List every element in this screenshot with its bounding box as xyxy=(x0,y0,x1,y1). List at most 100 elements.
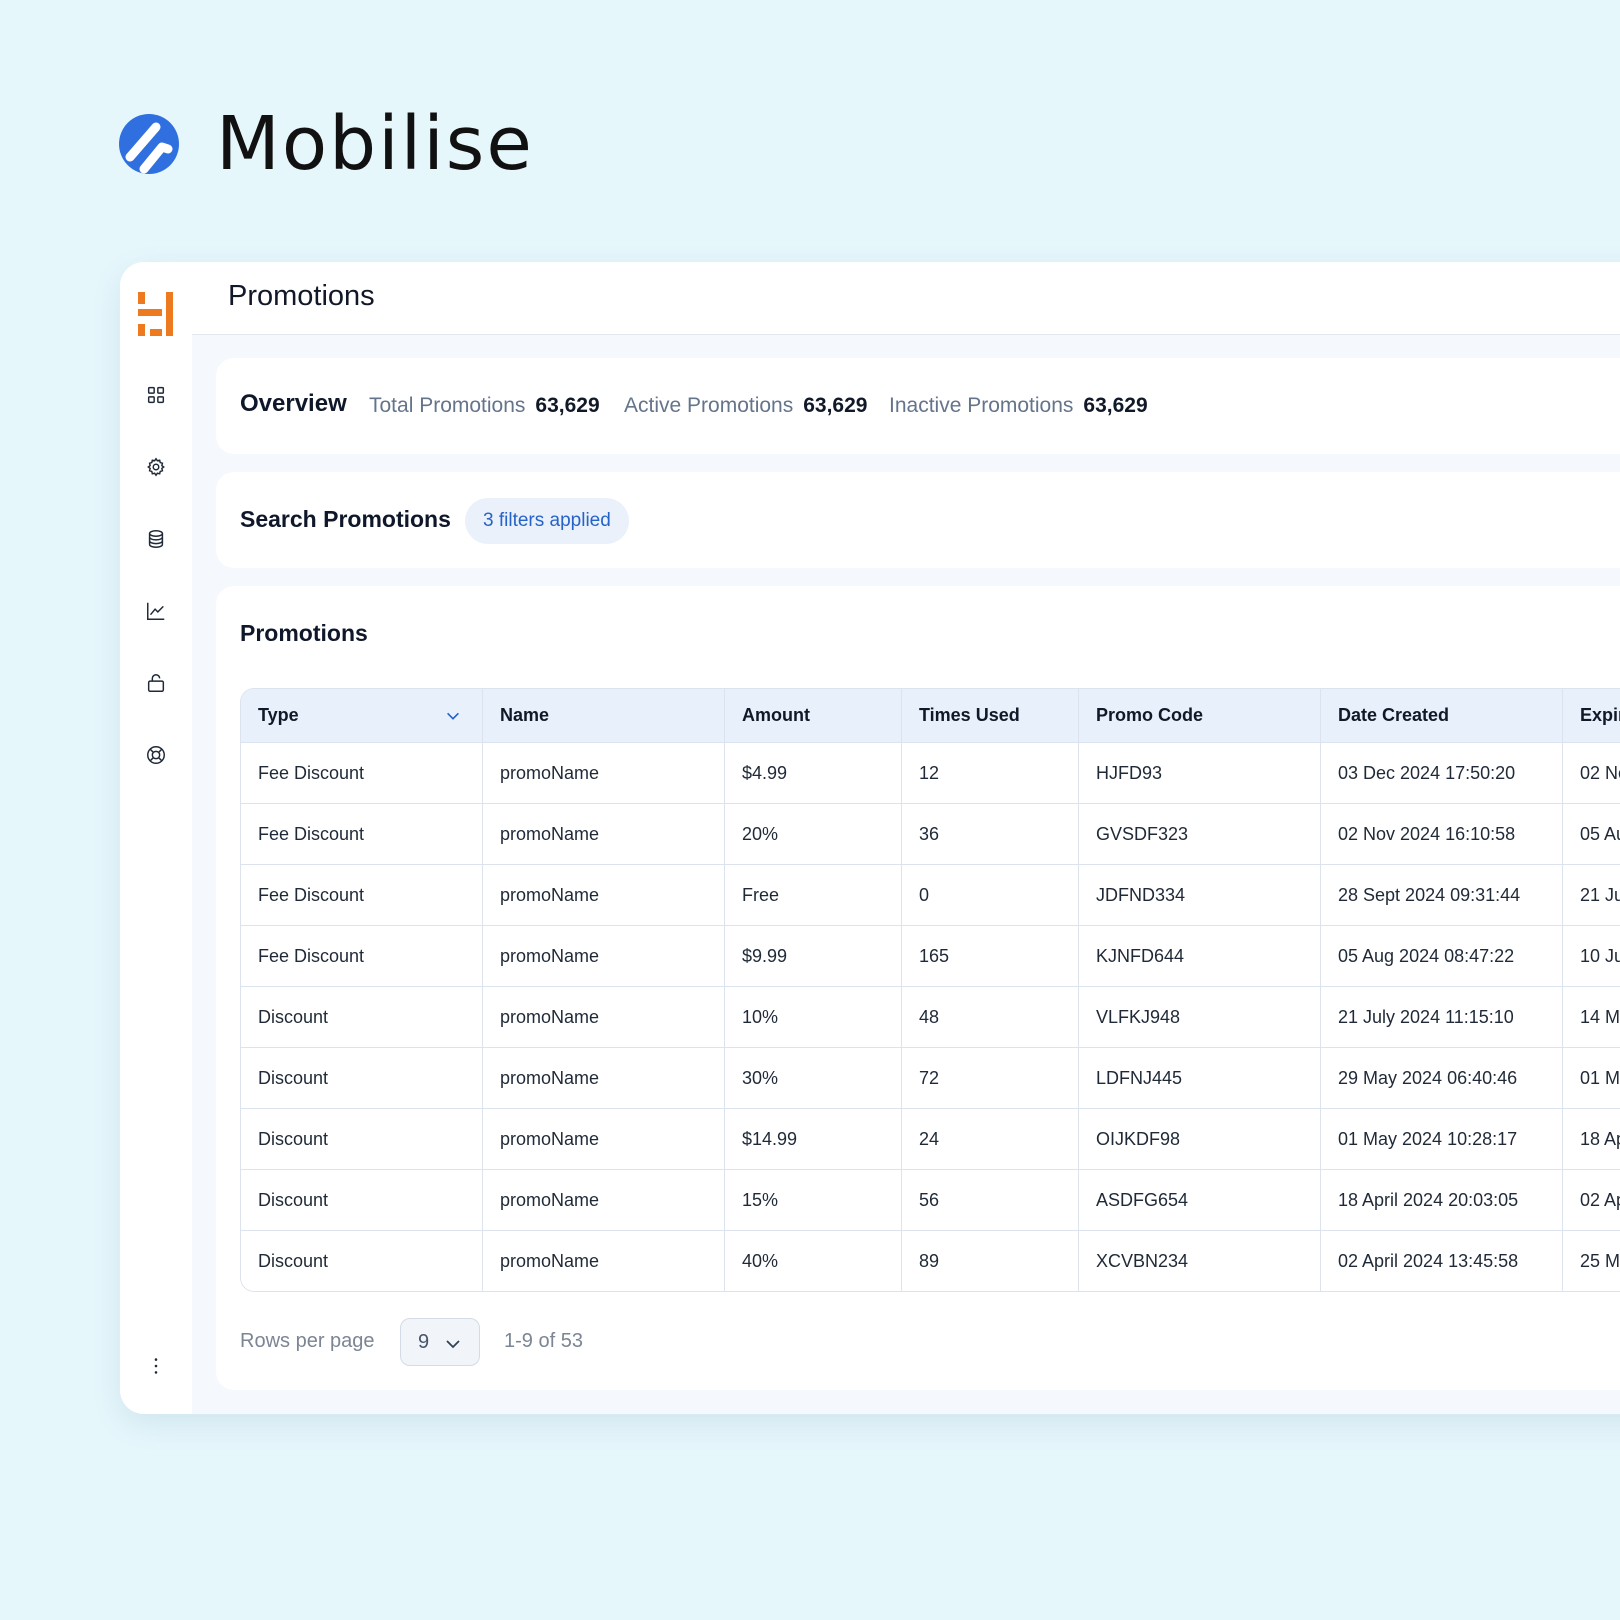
cell-type: Discount xyxy=(241,1109,483,1169)
cell-expiry: 02 Ap xyxy=(1580,1189,1620,1210)
sidebar-item-support[interactable] xyxy=(144,743,168,767)
column-header-name[interactable]: Name xyxy=(483,689,725,742)
sidebar-item-security[interactable] xyxy=(144,671,168,695)
cell-type: Fee Discount xyxy=(241,743,483,803)
stat-label: Total Promotions xyxy=(369,394,526,417)
column-header-expiry[interactable]: Expir xyxy=(1580,705,1620,725)
table-row[interactable]: Discount promoName 15% 56 ASDFG654 18 April 2… xyxy=(241,1169,1620,1230)
cell-name: promoName xyxy=(483,1109,725,1169)
cell-date-created: 21 July 2024 11:15:10 xyxy=(1321,987,1563,1047)
stat-value: 63,629 xyxy=(535,394,600,417)
brand: Mobilise xyxy=(118,107,534,181)
cell-amount: 10% xyxy=(725,987,902,1047)
table-row[interactable]: Fee Discount promoName 20% 36 GVSDF323 02 Nov… xyxy=(241,803,1620,864)
database-icon xyxy=(148,530,164,548)
rows-per-page-select[interactable]: 9 xyxy=(400,1318,480,1366)
chevron-down-icon[interactable] xyxy=(444,707,462,725)
line-chart-icon xyxy=(147,602,165,620)
cell-date-created: 28 Sept 2024 09:31:44 xyxy=(1321,865,1563,925)
table-row[interactable]: Fee Discount promoName Free 0 JDFND334 28 Sep… xyxy=(241,864,1620,925)
more-options-button[interactable] xyxy=(144,1354,168,1378)
sidebar-item-settings[interactable] xyxy=(144,455,168,479)
cell-expiry: 10 Ju xyxy=(1580,945,1620,966)
main-content: Promotions Overview Total Promotions 63,6… xyxy=(192,262,1620,1414)
column-header-promo-code[interactable]: Promo Code xyxy=(1079,689,1321,742)
sidebar-item-database[interactable] xyxy=(144,527,168,551)
cell-times-used: 72 xyxy=(902,1048,1079,1108)
more-vertical-icon xyxy=(154,1358,158,1374)
cell-times-used: 56 xyxy=(902,1170,1079,1230)
app-window: Promotions Overview Total Promotions 63,6… xyxy=(120,262,1620,1414)
cell-promo-code: GVSDF323 xyxy=(1079,804,1321,864)
cell-type: Discount xyxy=(241,1048,483,1108)
search-card: Search Promotions 3 filters applied xyxy=(216,472,1620,568)
top-bar: Promotions xyxy=(192,262,1620,335)
cell-promo-code: VLFKJ948 xyxy=(1079,987,1321,1047)
promotions-table: Type Name Amount Times Used Promo Code D… xyxy=(240,688,1620,1292)
column-header-amount[interactable]: Amount xyxy=(725,689,902,742)
cell-expiry: 25 M xyxy=(1580,1250,1620,1271)
cell-type: Discount xyxy=(241,1231,483,1291)
cell-name: promoName xyxy=(483,1048,725,1108)
table-row[interactable]: Discount promoName $14.99 24 OIJKDF98 01 May … xyxy=(241,1108,1620,1169)
stat-label: Active Promotions xyxy=(624,394,794,417)
app-logo-icon[interactable] xyxy=(138,292,174,336)
table-body: Fee Discount promoName $4.99 12 HJFD93 03 Dec… xyxy=(241,742,1620,1291)
cell-amount: $4.99 xyxy=(725,743,902,803)
cell-promo-code: ASDFG654 xyxy=(1079,1170,1321,1230)
stat-active-promotions: Active Promotions 63,629 xyxy=(624,394,867,418)
cell-promo-code: JDFND334 xyxy=(1079,865,1321,925)
mobilise-logo-icon xyxy=(119,114,179,174)
cell-promo-code: OIJKDF98 xyxy=(1079,1109,1321,1169)
cell-amount: Free xyxy=(725,865,902,925)
sidebar-item-dashboard[interactable] xyxy=(144,383,168,407)
column-header-times-used[interactable]: Times Used xyxy=(902,689,1079,742)
table-row[interactable]: Discount promoName 30% 72 LDFNJ445 29 May 202… xyxy=(241,1047,1620,1108)
cell-date-created: 01 May 2024 10:28:17 xyxy=(1321,1109,1563,1169)
cell-type: Discount xyxy=(241,1170,483,1230)
page-title: Promotions xyxy=(228,280,375,312)
cell-date-created: 05 Aug 2024 08:47:22 xyxy=(1321,926,1563,986)
cell-times-used: 36 xyxy=(902,804,1079,864)
cell-promo-code: XCVBN234 xyxy=(1079,1231,1321,1291)
gear-icon xyxy=(147,457,165,477)
cell-type: Fee Discount xyxy=(241,865,483,925)
table-row[interactable]: Discount promoName 40% 89 XCVBN234 02 April 2… xyxy=(241,1230,1620,1291)
table-row[interactable]: Fee Discount promoName $9.99 165 KJNFD644 05 … xyxy=(241,925,1620,986)
cell-times-used: 0 xyxy=(902,865,1079,925)
cell-type: Discount xyxy=(241,987,483,1047)
table-row[interactable]: Discount promoName 10% 48 VLFKJ948 21 July 20… xyxy=(241,986,1620,1047)
pagination-range: 1-9 of 53 xyxy=(504,1330,583,1352)
cell-promo-code: HJFD93 xyxy=(1079,743,1321,803)
cell-expiry: 18 Ap xyxy=(1580,1128,1620,1149)
filters-applied-chip[interactable]: 3 filters applied xyxy=(465,498,629,544)
cell-type: Fee Discount xyxy=(241,804,483,864)
cell-times-used: 165 xyxy=(902,926,1079,986)
table-title: Promotions xyxy=(240,620,368,646)
brand-name: Mobilise xyxy=(216,101,534,187)
cell-expiry: 21 Ju xyxy=(1580,884,1620,905)
cell-name: promoName xyxy=(483,926,725,986)
chevron-down-icon xyxy=(446,1340,460,1349)
cell-name: promoName xyxy=(483,804,725,864)
column-header-type[interactable]: Type xyxy=(241,689,483,742)
stat-value: 63,629 xyxy=(803,394,868,417)
table-row[interactable]: Fee Discount promoName $4.99 12 HJFD93 03 Dec… xyxy=(241,742,1620,803)
column-header-date-created[interactable]: Date Created xyxy=(1321,689,1563,742)
cell-expiry: 05 Au xyxy=(1580,823,1620,844)
stat-label: Inactive Promotions xyxy=(889,394,1074,417)
promotions-table-card: Promotions Type Name Amount Times Used P… xyxy=(216,586,1620,1390)
cell-type: Fee Discount xyxy=(241,926,483,986)
table-header-row: Type Name Amount Times Used Promo Code D… xyxy=(241,689,1620,742)
sidebar-item-analytics[interactable] xyxy=(144,599,168,623)
cell-amount: 20% xyxy=(725,804,902,864)
cell-name: promoName xyxy=(483,1231,725,1291)
cell-amount: $9.99 xyxy=(725,926,902,986)
overview-card: Overview Total Promotions 63,629 Active P… xyxy=(216,358,1620,454)
cell-times-used: 48 xyxy=(902,987,1079,1047)
cell-amount: 30% xyxy=(725,1048,902,1108)
cell-times-used: 24 xyxy=(902,1109,1079,1169)
cell-expiry: 02 No xyxy=(1580,762,1620,783)
rows-per-page-value: 9 xyxy=(418,1331,430,1353)
cell-amount: 40% xyxy=(725,1231,902,1291)
